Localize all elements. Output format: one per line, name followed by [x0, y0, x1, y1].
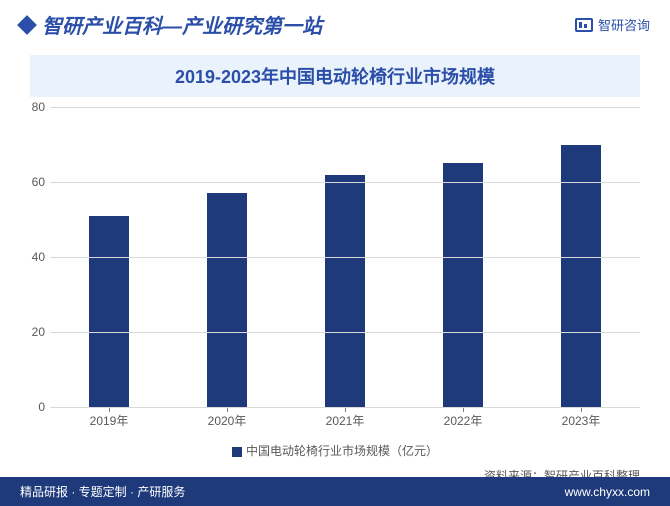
footer-left: 精品研报 · 专题定制 · 产研服务	[20, 483, 185, 500]
page-header: 智研产业百科—产业研究第一站 智研咨询	[0, 0, 670, 47]
x-axis-labels: 2019年 2020年 2021年 2022年 2023年	[50, 412, 640, 432]
header-title: 智研产业百科—产业研究第一站	[42, 10, 322, 39]
grid-line	[50, 332, 640, 333]
x-axis-label: 2022年	[444, 412, 483, 429]
grid-line	[50, 257, 640, 258]
y-tick-label: 20	[32, 325, 45, 339]
header-left: 智研产业百科—产业研究第一站	[20, 10, 322, 39]
y-tick-label: 40	[32, 250, 45, 264]
x-axis-label: 2021年	[326, 412, 365, 429]
bar	[325, 175, 365, 408]
y-axis: 020406080	[20, 107, 50, 407]
bar	[561, 145, 601, 408]
legend-label: 中国电动轮椅行业市场规模（亿元）	[246, 444, 438, 458]
grid-line	[50, 107, 640, 108]
x-axis-label: 2023年	[562, 412, 601, 429]
chart-title: 2019-2023年中国电动轮椅行业市场规模	[30, 55, 640, 97]
grid-line	[50, 182, 640, 183]
bar	[443, 163, 483, 407]
y-tick-label: 80	[32, 100, 45, 114]
footer-right: www.chyxx.com	[565, 485, 650, 499]
header-brand: 智研咨询	[575, 15, 650, 34]
y-tick-label: 60	[32, 175, 45, 189]
x-axis-label: 2019年	[90, 412, 129, 429]
bar	[207, 193, 247, 407]
grid-line	[50, 407, 640, 408]
bar	[89, 216, 129, 407]
diamond-icon	[17, 15, 37, 35]
chart-legend: 中国电动轮椅行业市场规模（亿元）	[0, 442, 670, 459]
legend-swatch	[232, 447, 242, 457]
brand-logo-icon	[575, 18, 593, 32]
chart-area: 020406080	[50, 107, 640, 407]
page-footer: 精品研报 · 专题定制 · 产研服务 www.chyxx.com	[0, 477, 670, 506]
brand-text: 智研咨询	[598, 15, 650, 34]
y-tick-label: 0	[38, 400, 45, 414]
x-axis-label: 2020年	[208, 412, 247, 429]
